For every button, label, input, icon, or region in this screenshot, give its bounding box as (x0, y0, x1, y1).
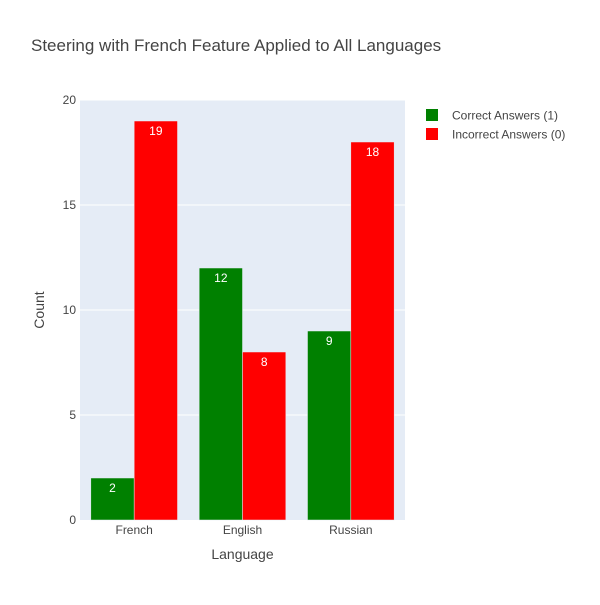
bar-value-label: 12 (214, 271, 228, 285)
bar-english-series-1[interactable] (242, 351, 287, 521)
bar-english-series-0[interactable] (198, 267, 243, 521)
bar-value-label: 19 (149, 124, 163, 138)
y-tick-label: 20 (63, 93, 77, 107)
legend-item-0[interactable]: Correct Answers (1) (426, 109, 558, 123)
y-tick-label: 5 (69, 408, 76, 422)
x-axis-label: Language (211, 546, 274, 562)
x-axis-ticks: French English Russian (115, 523, 372, 537)
y-tick-label: 10 (63, 303, 77, 317)
bar-french-series-0[interactable] (90, 477, 135, 521)
legend-item-1[interactable]: Incorrect Answers (0) (426, 128, 565, 142)
legend-label: Incorrect Answers (0) (452, 128, 565, 142)
y-tick-label: 15 (63, 198, 77, 212)
bar-russian-series-0[interactable] (307, 330, 352, 521)
legend-label: Correct Answers (1) (452, 109, 558, 123)
bar-french-series-1[interactable] (133, 120, 178, 521)
y-axis-label: Count (31, 291, 47, 328)
bar-labels: 2 19 12 8 9 18 (109, 124, 379, 495)
y-tick-label: 0 (69, 513, 76, 527)
y-axis-ticks: 0 5 10 15 20 (63, 93, 77, 527)
x-tick-label: French (115, 523, 152, 537)
bar-value-label: 9 (326, 334, 333, 348)
bars (90, 120, 395, 521)
bar-value-label: 8 (261, 355, 268, 369)
bar-russian-series-1[interactable] (350, 141, 395, 521)
bar-value-label: 2 (109, 481, 116, 495)
x-tick-label: Russian (329, 523, 372, 537)
chart-title: Steering with French Feature Applied to … (31, 36, 441, 55)
x-tick-label: English (223, 523, 262, 537)
legend-swatch (426, 128, 438, 140)
bar-value-label: 18 (366, 145, 380, 159)
legend-swatch (426, 109, 438, 121)
legend[interactable]: Correct Answers (1) Incorrect Answers (0) (426, 109, 565, 142)
